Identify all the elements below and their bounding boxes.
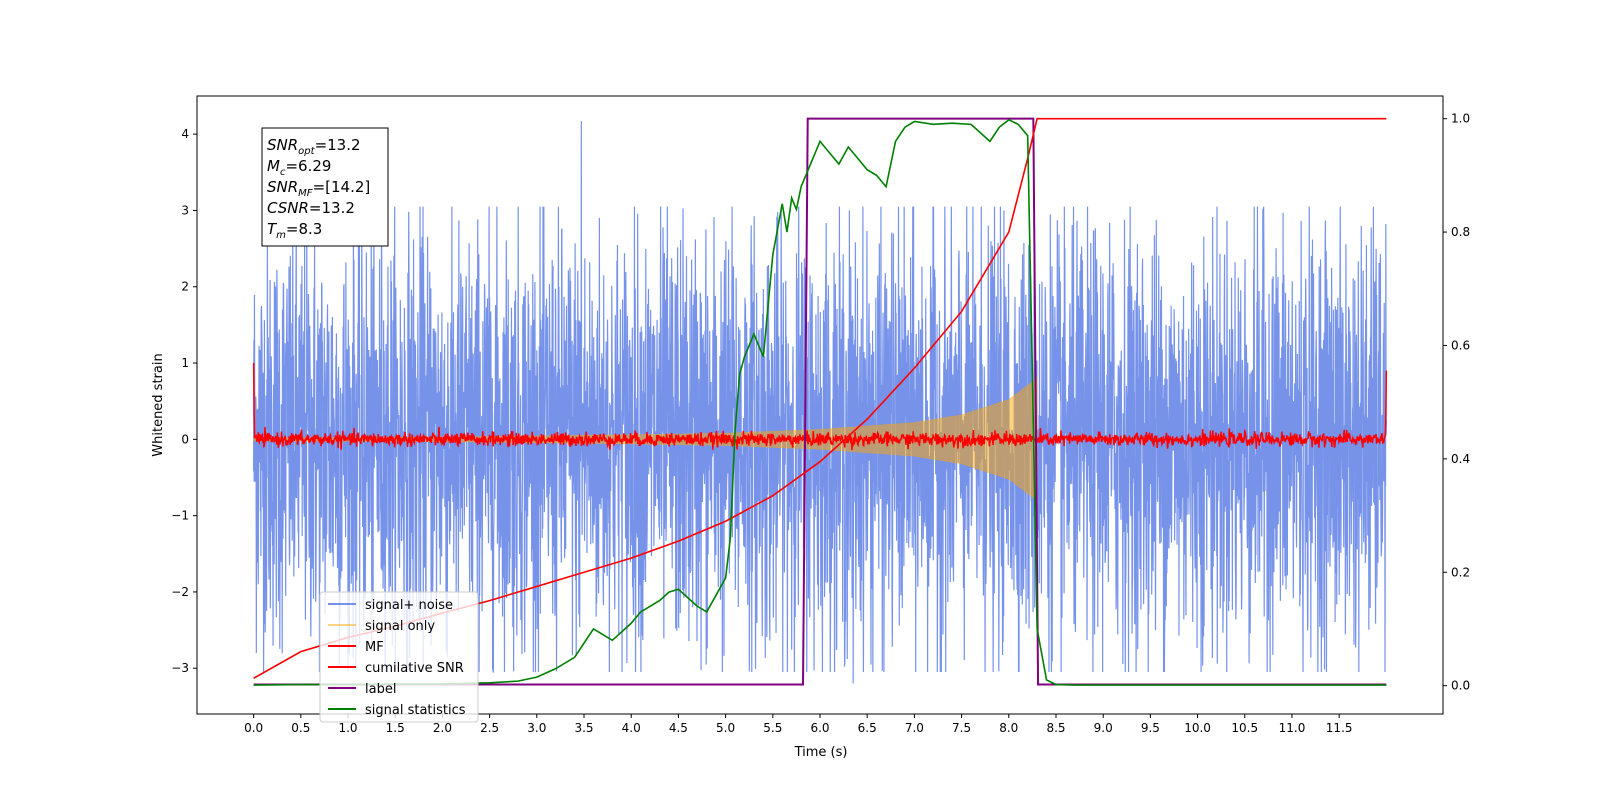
axes-layer: 0.0 0.5 1.0 1.5 2.0 2.5 3.0 3.5 4.0 4.5 5.0 5.5 6.0 6… (171, 112, 1470, 735)
x-tick-label: 0.5 (291, 721, 310, 735)
legend-label: signal only (365, 619, 435, 634)
y-left-tick-label: 0 (181, 432, 189, 446)
x-tick-label: 10.0 (1184, 721, 1211, 735)
annotation-line: SNRMF=[14.2] (267, 178, 370, 199)
x-tick-label: 9.5 (1141, 721, 1160, 735)
x-tick-label: 8.5 (1046, 721, 1065, 735)
y-left-tick-label: 2 (181, 280, 189, 294)
x-tick-label: 3.5 (574, 721, 593, 735)
x-tick-label: 11.0 (1279, 721, 1306, 735)
y-left-tick-label: 1 (181, 356, 189, 370)
x-tick-label: 2.0 (433, 721, 452, 735)
legend-label: signal+ noise (365, 598, 453, 613)
y-left-tick-label: −2 (171, 585, 189, 599)
x-tick-label: 9.0 (1094, 721, 1113, 735)
y-left-tick-label: −1 (171, 509, 189, 523)
legend-label: MF (365, 640, 384, 655)
x-tick-label: 10.5 (1231, 721, 1258, 735)
y-right-tick-label: 0.4 (1451, 452, 1470, 466)
x-tick-label: 0.0 (244, 721, 263, 735)
x-tick-label: 4.0 (622, 721, 641, 735)
y-left-tick-label: 4 (181, 127, 189, 141)
legend-label: cumilative SNR (365, 661, 464, 676)
x-tick-label: 1.5 (386, 721, 405, 735)
x-tick-label: 11.5 (1326, 721, 1353, 735)
x-tick-label: 6.5 (858, 721, 877, 735)
annotation-line: Mc=6.29 (267, 157, 331, 178)
y-right-tick-label: 0.2 (1451, 565, 1470, 579)
legend-frame (319, 591, 479, 723)
legend-label: signal statistics (365, 703, 466, 718)
x-tick-label: 6.0 (810, 721, 829, 735)
y-left-tick-label: −3 (171, 661, 189, 675)
x-tick-label: 7.0 (905, 721, 924, 735)
legend: signal+ noise signal only MF cumilative SNR… (319, 591, 479, 723)
x-tick-label: 1.0 (338, 721, 357, 735)
y-right-tick-label: 1.0 (1451, 112, 1470, 126)
y-axis-label: Whitened strain (151, 353, 166, 456)
y-left-tick-label: 3 (181, 203, 189, 217)
x-tick-label: 5.5 (763, 721, 782, 735)
y-right-tick-label: 0.6 (1451, 338, 1470, 352)
legend-label: label (365, 682, 396, 697)
x-tick-label: 2.5 (480, 721, 499, 735)
y-right-tick-label: 0.8 (1451, 225, 1470, 239)
series-layer (252, 117, 1388, 686)
x-tick-label: 3.0 (527, 721, 546, 735)
series-signal-statistics-line (253, 118, 1387, 686)
series-mf-line (252, 363, 1388, 451)
x-tick-label: 8.0 (999, 721, 1018, 735)
x-tick-label: 5.0 (716, 721, 735, 735)
y-right-tick-label: 0.0 (1451, 679, 1470, 693)
annotation-line: SNRopt=13.2 (267, 136, 361, 157)
annotation-line: Tm=8.3 (267, 220, 322, 241)
annotation-line: CSNR=13.2 (267, 199, 355, 217)
annotation-box-frame (261, 127, 389, 247)
x-tick-label: 4.5 (669, 721, 688, 735)
x-tick-label: 7.5 (952, 721, 971, 735)
x-axis-label: Time (s) (794, 745, 848, 760)
